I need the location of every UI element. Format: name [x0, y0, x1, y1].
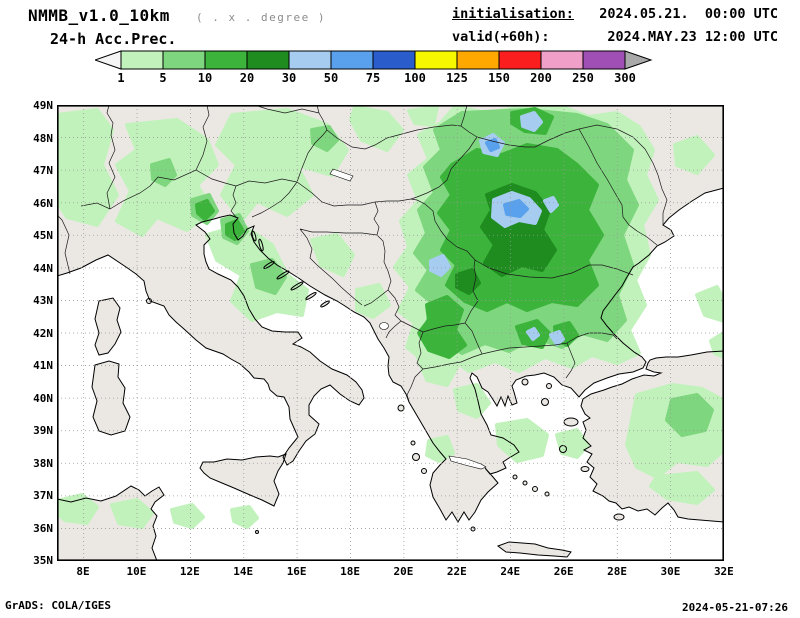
precip-colorbar [93, 50, 655, 74]
valid-label: valid(+60h): [452, 29, 550, 45]
model-title: NMMB_v1.0_10km [28, 6, 170, 25]
latitude-tick-label: 39N [33, 424, 53, 437]
map-frame [57, 105, 725, 561]
longitude-tick-label: 24E [500, 565, 521, 578]
latitude-tick-label: 38N [33, 456, 53, 470]
colorbar-tick-label: 50 [323, 71, 339, 85]
latitude-tick-label: 45N [33, 229, 53, 242]
colorbar-tick-labels: 1 5 10 20 30 50 75 100 125 150 200 250 300 [106, 71, 640, 85]
colorbar-tick-label: 5 [159, 71, 167, 85]
longitude-tick-label: 22E [446, 565, 467, 578]
valid-value: 2024.MAY.23 12:00 UTC [607, 29, 778, 45]
latitude-axis: 49N 48N 47N 46N 45N 44N 43N 42N 41N 40N 39N 38N 37N 3… [16, 100, 53, 567]
colorbar-tick-label: 30 [281, 71, 297, 85]
latitude-tick-label: 46N [33, 196, 53, 210]
colorbar-tick-label: 20 [239, 71, 255, 85]
latitude-tick-label: 36N [33, 521, 53, 535]
latitude-tick-label: 43N [33, 294, 53, 307]
latitude-tick-label: 47N [33, 164, 53, 177]
run-info: initialisation: 2024.05.21. 00:00 UTC va… [452, 6, 778, 52]
colorbar-tick-label: 200 [530, 71, 552, 85]
lake-balaton [329, 168, 354, 182]
latitude-tick-label: 42N [33, 326, 53, 340]
colorbar-tick-label: 300 [614, 71, 636, 85]
gulf-of-corinth [448, 455, 487, 470]
grads-credit: GrADS: COLA/IGES [5, 599, 111, 612]
resolution-note: ( . x . degree ) [196, 11, 326, 24]
longitude-tick-label: 20E [393, 565, 414, 578]
longitude-axis: 8E 10E 12E 14E 16E 18E 20E 22E 24E 26E 28E 30E 32E [68, 565, 739, 578]
longitude-tick-label: 30E [660, 565, 681, 578]
longitude-tick-label: 10E [126, 565, 147, 578]
product-title: 24-h Acc.Prec. [50, 30, 177, 48]
colorbar-tick-label: 150 [488, 71, 510, 85]
longitude-tick-label: 16E [286, 565, 307, 578]
latitude-tick-label: 35N [33, 554, 53, 567]
colorbar-tick-label: 125 [446, 71, 468, 85]
colorbar-tick-label: 10 [197, 71, 213, 85]
precipitation-shading [55, 105, 726, 529]
colorbar-tick-label: 1 [117, 71, 125, 85]
longitude-tick-label: 14E [233, 565, 254, 578]
latitude-tick-label: 37N [33, 489, 53, 502]
colorbar-tick-label: 250 [572, 71, 594, 85]
latitude-tick-label: 41N [33, 359, 53, 372]
creation-timestamp: 2024-05-21-07:26 [682, 601, 788, 614]
colorbar-tick-label: 75 [365, 71, 381, 85]
longitude-tick-label: 32E [713, 565, 734, 578]
longitude-tick-label: 12E [179, 565, 200, 578]
longitude-tick-label: 26E [553, 565, 574, 578]
init-row: initialisation: 2024.05.21. 00:00 UTC [452, 6, 778, 22]
graticule [57, 105, 724, 561]
longitude-tick-label: 8E [76, 565, 90, 578]
colorbar-tick-label: 100 [404, 71, 426, 85]
init-label: initialisation: [452, 6, 574, 22]
longitude-tick-label: 18E [340, 565, 360, 578]
init-value: 2024.05.21. 00:00 UTC [599, 6, 778, 22]
latitude-tick-label: 40N [33, 391, 53, 405]
latitude-tick-label: 49N [33, 99, 53, 112]
forecast-map [55, 104, 726, 562]
longitude-tick-label: 28E [607, 565, 627, 578]
lake-scutari [379, 322, 389, 330]
colorbar-svg [93, 50, 653, 70]
latitude-tick-label: 48N [33, 131, 53, 145]
latitude-tick-label: 44N [33, 261, 53, 275]
valid-row: valid(+60h): 2024.MAY.23 12:00 UTC [452, 29, 778, 45]
lakes [329, 168, 487, 470]
